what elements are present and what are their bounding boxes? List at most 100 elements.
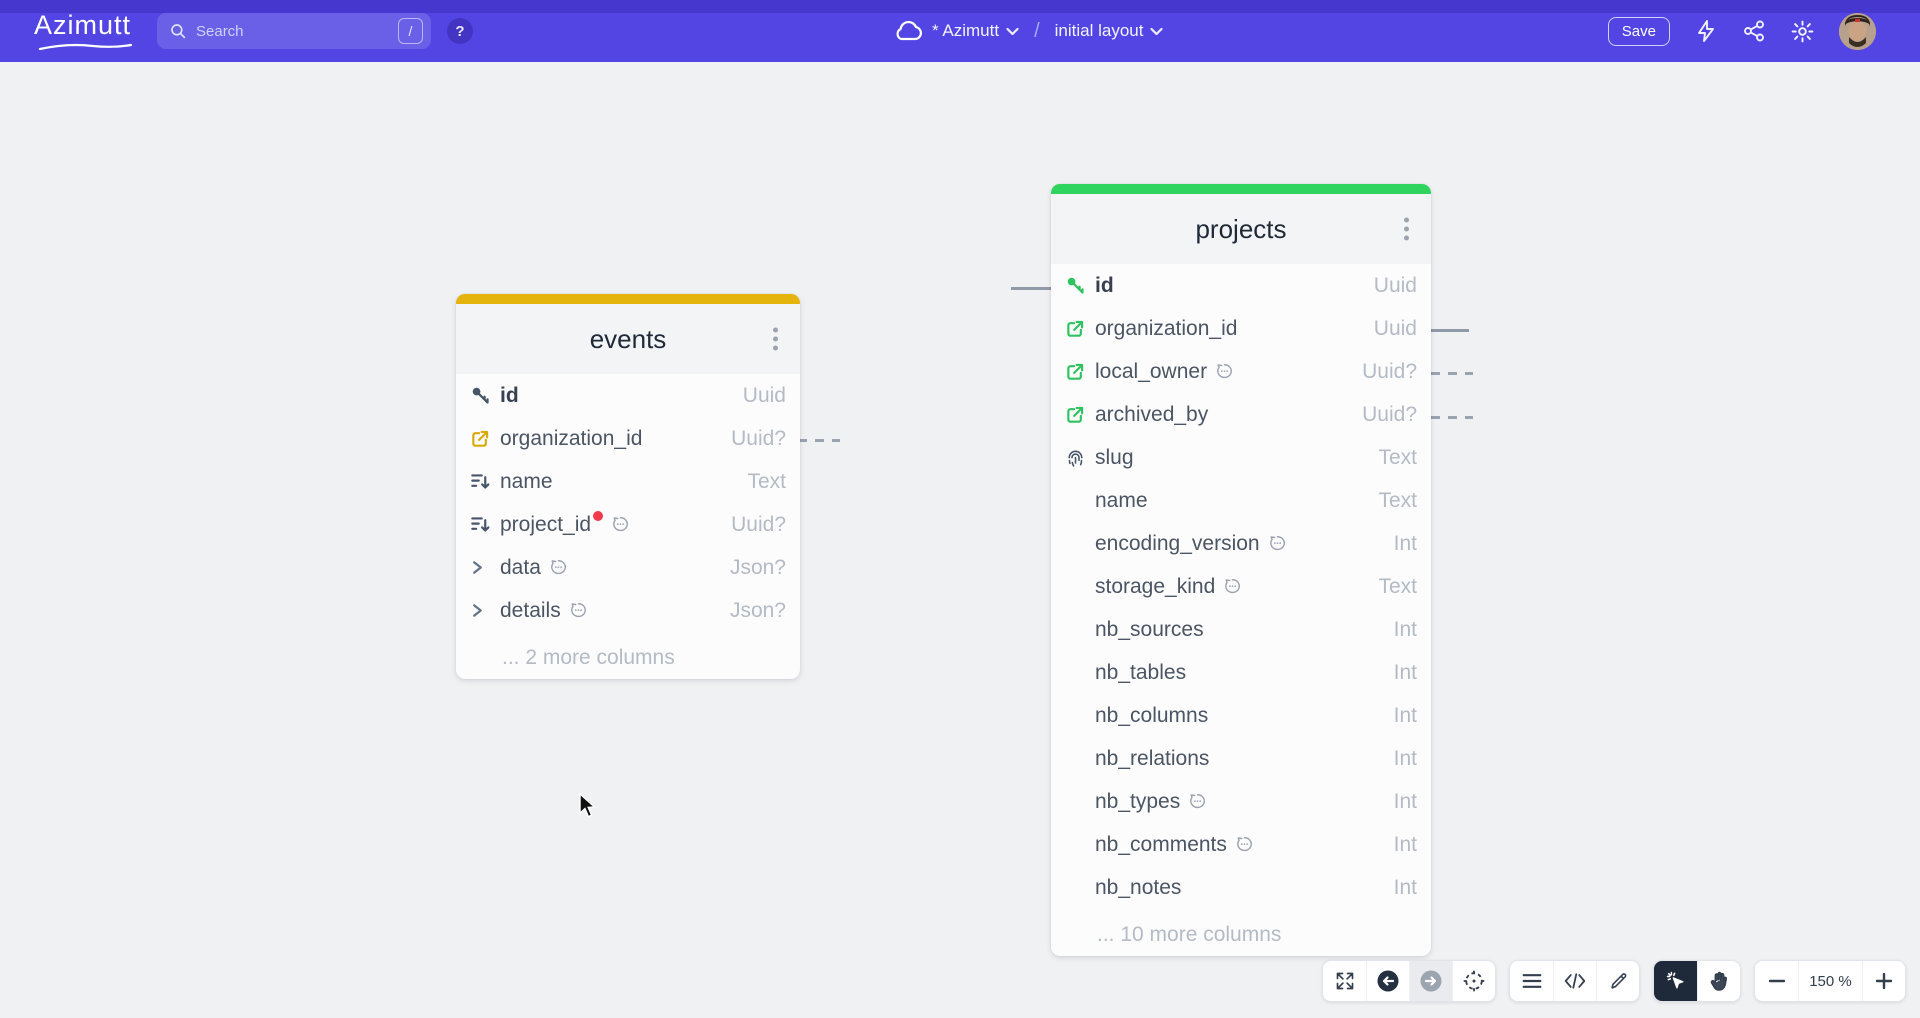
column-type: Text [747, 469, 786, 493]
table-menu-button[interactable] [1400, 214, 1413, 245]
column-row-nb_sources[interactable]: nb_sources Int [1051, 608, 1431, 651]
column-row-organization_id[interactable]: organization_id Uuid [1051, 307, 1431, 350]
mouse-cursor [579, 793, 597, 818]
column-type: Uuid? [1362, 359, 1417, 383]
diagram-canvas[interactable]: events id Uuid organization_id Uuid? name Tex… [0, 62, 1920, 1018]
zoom-out-button[interactable] [1755, 961, 1798, 1001]
no-icon [1065, 748, 1089, 770]
layout-name: initial layout [1054, 21, 1144, 40]
column-row-storage_kind[interactable]: storage_kind Text [1051, 565, 1431, 608]
zoom-in-button[interactable] [1862, 961, 1905, 1001]
fk-icon [1065, 361, 1089, 383]
cursor-click-icon [1666, 971, 1684, 989]
column-row-id[interactable]: id Uuid [456, 374, 800, 417]
column-row-details[interactable]: details Json? [456, 589, 800, 632]
edit-button[interactable] [1596, 961, 1639, 1001]
comment-icon [1215, 362, 1234, 381]
column-row-nb_tables[interactable]: nb_tables Int [1051, 651, 1431, 694]
column-type: Int [1393, 746, 1417, 770]
table-header-events[interactable]: events [456, 304, 800, 374]
column-name: nb_notes [1095, 875, 1182, 899]
view-group [1509, 960, 1640, 1002]
column-row-nb_relations[interactable]: nb_relations Int [1051, 737, 1431, 780]
relation-stub-projects-organization-id [1431, 329, 1469, 332]
no-icon [1065, 791, 1089, 813]
column-row-slug[interactable]: slug Text [1051, 436, 1431, 479]
zoom-level[interactable]: 150 % [1798, 961, 1862, 1001]
column-row-organization_id[interactable]: organization_id Uuid? [456, 417, 800, 460]
column-type: Int [1393, 660, 1417, 684]
column-type: Int [1393, 703, 1417, 727]
layout-selector[interactable]: initial layout [1055, 21, 1164, 41]
column-row-local_owner[interactable]: local_owner Uuid? [1051, 350, 1431, 393]
table-menu-button[interactable] [769, 324, 782, 355]
tool-group [1653, 960, 1741, 1002]
unique-icon [1065, 447, 1089, 469]
index-icon [470, 471, 494, 493]
column-list: id Uuid organization_id Uuid? name Text projec… [456, 374, 800, 636]
project-selector[interactable]: * Azimutt [932, 21, 1019, 41]
column-row-nb_comments[interactable]: nb_comments Int [1051, 823, 1431, 866]
relation-stub-events-organization-id [798, 439, 840, 442]
column-row-name[interactable]: name Text [1051, 479, 1431, 522]
code-icon [1564, 973, 1586, 989]
share-icon[interactable] [1742, 19, 1766, 43]
column-name: archived_by [1095, 402, 1209, 426]
column-row-nb_columns[interactable]: nb_columns Int [1051, 694, 1431, 737]
no-icon [1065, 705, 1089, 727]
undo-button[interactable] [1366, 961, 1409, 1001]
column-row-encoding_version[interactable]: encoding_version Int [1051, 522, 1431, 565]
column-name: name [1095, 488, 1148, 512]
table-card-projects[interactable]: projects id Uuid organization_id Uuid local_… [1051, 184, 1431, 956]
column-row-project_id[interactable]: project_id Uuid? [456, 503, 800, 546]
table-card-events[interactable]: events id Uuid organization_id Uuid? name Tex… [456, 294, 800, 679]
no-icon [1065, 490, 1089, 512]
user-avatar[interactable] [1839, 12, 1876, 50]
more-columns-label[interactable]: ... 10 more columns [1097, 922, 1282, 946]
hand-icon [1710, 971, 1728, 991]
save-button[interactable]: Save [1607, 16, 1670, 46]
no-icon [1065, 619, 1089, 641]
table-list-button[interactable] [1510, 961, 1553, 1001]
comment-icon [569, 601, 588, 620]
more-columns-label[interactable]: ... 2 more columns [502, 645, 675, 669]
column-row-data[interactable]: data Json? [456, 546, 800, 589]
column-name: local_owner [1095, 359, 1208, 383]
column-row-nb_notes[interactable]: nb_notes Int [1051, 866, 1431, 909]
comment-icon [1223, 577, 1242, 596]
column-row-archived_by[interactable]: archived_by Uuid? [1051, 393, 1431, 436]
select-tool-button[interactable] [1654, 961, 1697, 1001]
column-row-name[interactable]: name Text [456, 460, 800, 503]
no-icon [1065, 533, 1089, 555]
azimutt-logo[interactable]: Azimutt [34, 10, 133, 51]
no-icon [1065, 877, 1089, 899]
chevron-down-icon [1006, 27, 1019, 35]
fullscreen-button[interactable] [1323, 961, 1366, 1001]
fk-icon [470, 428, 494, 450]
no-icon [1065, 834, 1089, 856]
search-input[interactable] [196, 22, 398, 40]
table-header-projects[interactable]: projects [1051, 194, 1431, 264]
pan-tool-button[interactable] [1697, 961, 1740, 1001]
arrow-right-circle-icon [1420, 970, 1442, 992]
gear-icon[interactable] [1790, 19, 1815, 44]
redo-button[interactable] [1409, 961, 1452, 1001]
fit-to-screen-button[interactable] [1452, 961, 1495, 1001]
column-name: nb_types [1095, 789, 1181, 813]
source-code-button[interactable] [1553, 961, 1596, 1001]
column-type: Json? [729, 555, 786, 579]
column-type: Uuid [742, 383, 786, 407]
relation-stub-projects-local-owner [1431, 372, 1473, 375]
column-row-nb_types[interactable]: nb_types Int [1051, 780, 1431, 823]
lightning-icon[interactable] [1694, 19, 1718, 43]
help-button[interactable]: ? [447, 18, 473, 44]
column-name: nb_columns [1095, 703, 1209, 727]
pencil-icon [1610, 972, 1626, 989]
relation-stub-projects-id [1011, 287, 1051, 290]
column-name: organization_id [1095, 316, 1238, 340]
column-name: nb_comments [1095, 832, 1227, 856]
column-row-id[interactable]: id Uuid [1051, 264, 1431, 307]
fk-icon [1065, 318, 1089, 340]
search-bar[interactable]: / [157, 13, 431, 49]
column-name: slug [1095, 445, 1134, 469]
